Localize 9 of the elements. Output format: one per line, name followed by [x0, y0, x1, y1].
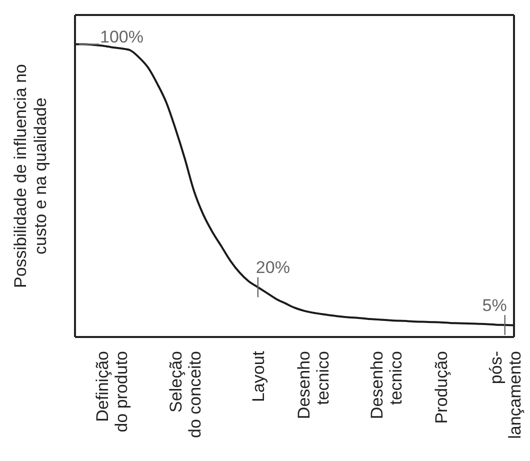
annotation: 100%	[100, 27, 144, 46]
y-axis-title: Possibilidade de influencia no custo e na qualidade	[11, 64, 50, 288]
annotation: 20%	[256, 258, 290, 278]
x-tick-label: Desenho tecnico	[294, 351, 332, 420]
annotation: 5%	[482, 296, 507, 315]
x-tick-label: Definição do produto	[93, 351, 132, 432]
x-tick-label: pós- lançamento	[486, 351, 524, 439]
x-tick-label: Produção	[432, 351, 451, 424]
x-tick-label: Layout	[248, 350, 268, 402]
